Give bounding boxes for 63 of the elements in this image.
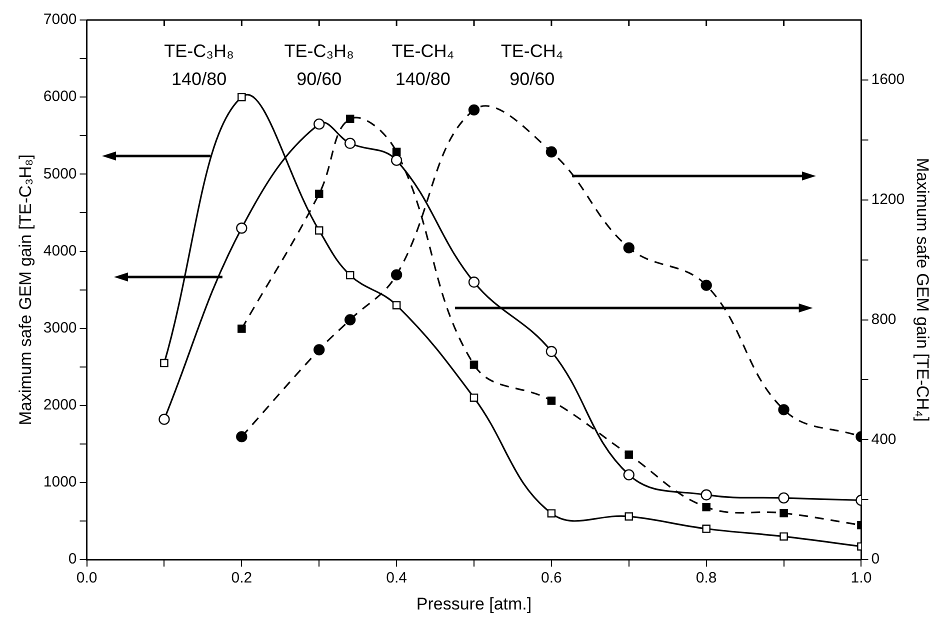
x-tick-label: 0.4 [386, 570, 407, 587]
y-tick-label: 4000 [43, 242, 77, 260]
point [314, 118, 325, 130]
point [158, 414, 170, 425]
y2-tick-label: 1200 [871, 191, 905, 208]
point [547, 509, 556, 518]
y2-tick-label: 1600 [871, 71, 905, 88]
point [700, 489, 712, 500]
y-tick-label: 2000 [43, 396, 77, 414]
point [160, 358, 168, 368]
y-axis-title: Maximum safe GEM gain [TE-C₃H₈] [16, 154, 35, 426]
point [702, 524, 710, 533]
y2-tick-label: 0 [871, 550, 880, 568]
point [344, 138, 356, 149]
annotation: TE-CH₄ 90/60 [500, 41, 564, 89]
point [314, 226, 324, 235]
point [390, 154, 402, 166]
y2-axis-title: Maximum safe GEM gain [TE-CH₄] [913, 158, 932, 422]
annotation: TE-CH₄ 140/80 [392, 41, 454, 89]
point [624, 450, 634, 459]
x-tick-label: 0.6 [541, 570, 562, 587]
point [468, 276, 480, 288]
point [390, 269, 402, 280]
point [547, 396, 556, 405]
point [623, 469, 634, 480]
point [780, 509, 788, 518]
y-tick-label: 7000 [43, 11, 77, 28]
point [344, 314, 356, 326]
point [346, 271, 354, 280]
point [700, 280, 712, 291]
point [546, 346, 558, 358]
point [314, 344, 325, 356]
point [238, 324, 246, 333]
y-tick-label: 1000 [43, 474, 77, 491]
point [470, 394, 478, 402]
annotation: TE-C₃H₈ 140/80 [164, 41, 234, 89]
point [778, 492, 790, 504]
y-tick-label: 0 [68, 550, 77, 568]
point [236, 431, 248, 442]
x-axis-title: Pressure [atm.] [416, 594, 532, 614]
point [780, 532, 788, 541]
point [778, 404, 790, 416]
point [546, 146, 558, 158]
point [624, 512, 634, 521]
point [346, 114, 354, 124]
y-tick-label: 5000 [43, 165, 77, 182]
y-tick-label: 6000 [43, 88, 77, 106]
point [468, 104, 480, 116]
y2-tick-label: 800 [871, 310, 896, 328]
point [392, 301, 401, 310]
point [238, 92, 246, 102]
point [470, 360, 478, 369]
x-tick-label: 0.2 [231, 570, 252, 587]
point [702, 503, 710, 512]
point [623, 242, 634, 254]
point [314, 190, 324, 198]
x-tick-label: 0.8 [696, 570, 717, 587]
y-tick-label: 3000 [43, 319, 77, 336]
y2-tick-label: 400 [871, 430, 896, 448]
x-tick-label: 1.0 [850, 570, 872, 587]
annotation: TE-C₃H₈ 90/60 [284, 41, 354, 89]
x-tick-label: 0.0 [76, 570, 98, 587]
point [236, 222, 248, 234]
